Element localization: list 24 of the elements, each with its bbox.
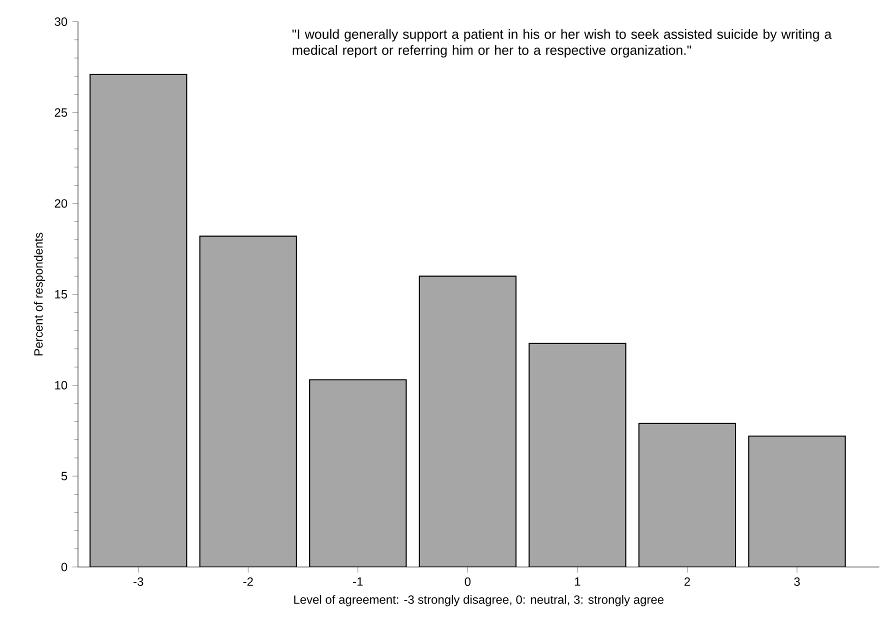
x-tick-label: 0 [464, 577, 471, 586]
annotation: "I would generally support a patient in his or her wish to seek assisted suicide by writing a medical report or referring him or her to a respective organization." [292, 29, 832, 58]
x-tick-label: -1 [353, 577, 363, 586]
bar [309, 379, 407, 567]
x-tick-label: 1 [575, 577, 580, 586]
y-tick-label: 30 [54, 17, 68, 26]
bar [638, 422, 736, 567]
x-tick-label: 3 [794, 577, 800, 586]
y-axis-title: Percent of respondents [34, 232, 46, 356]
x-axis-title: Level of agreement: -3 strongly disagree, 0: neutral, 3: strongly agree [294, 595, 664, 606]
x-tick-label: -2 [243, 577, 253, 586]
y-tick-label: 10 [55, 380, 68, 390]
x-tick-label: 2 [684, 577, 690, 586]
bar [199, 236, 297, 567]
bar [90, 74, 188, 567]
bar [418, 276, 517, 567]
bar [748, 436, 846, 567]
y-tick-label: 25 [54, 108, 68, 117]
y-tick-label: 5 [61, 472, 68, 480]
bar [528, 342, 626, 567]
y-tick-label: 20 [54, 199, 68, 208]
y-tick-label: 0 [61, 562, 68, 572]
y-tick-label: 15 [55, 290, 68, 299]
x-tick-label: -3 [134, 577, 144, 586]
